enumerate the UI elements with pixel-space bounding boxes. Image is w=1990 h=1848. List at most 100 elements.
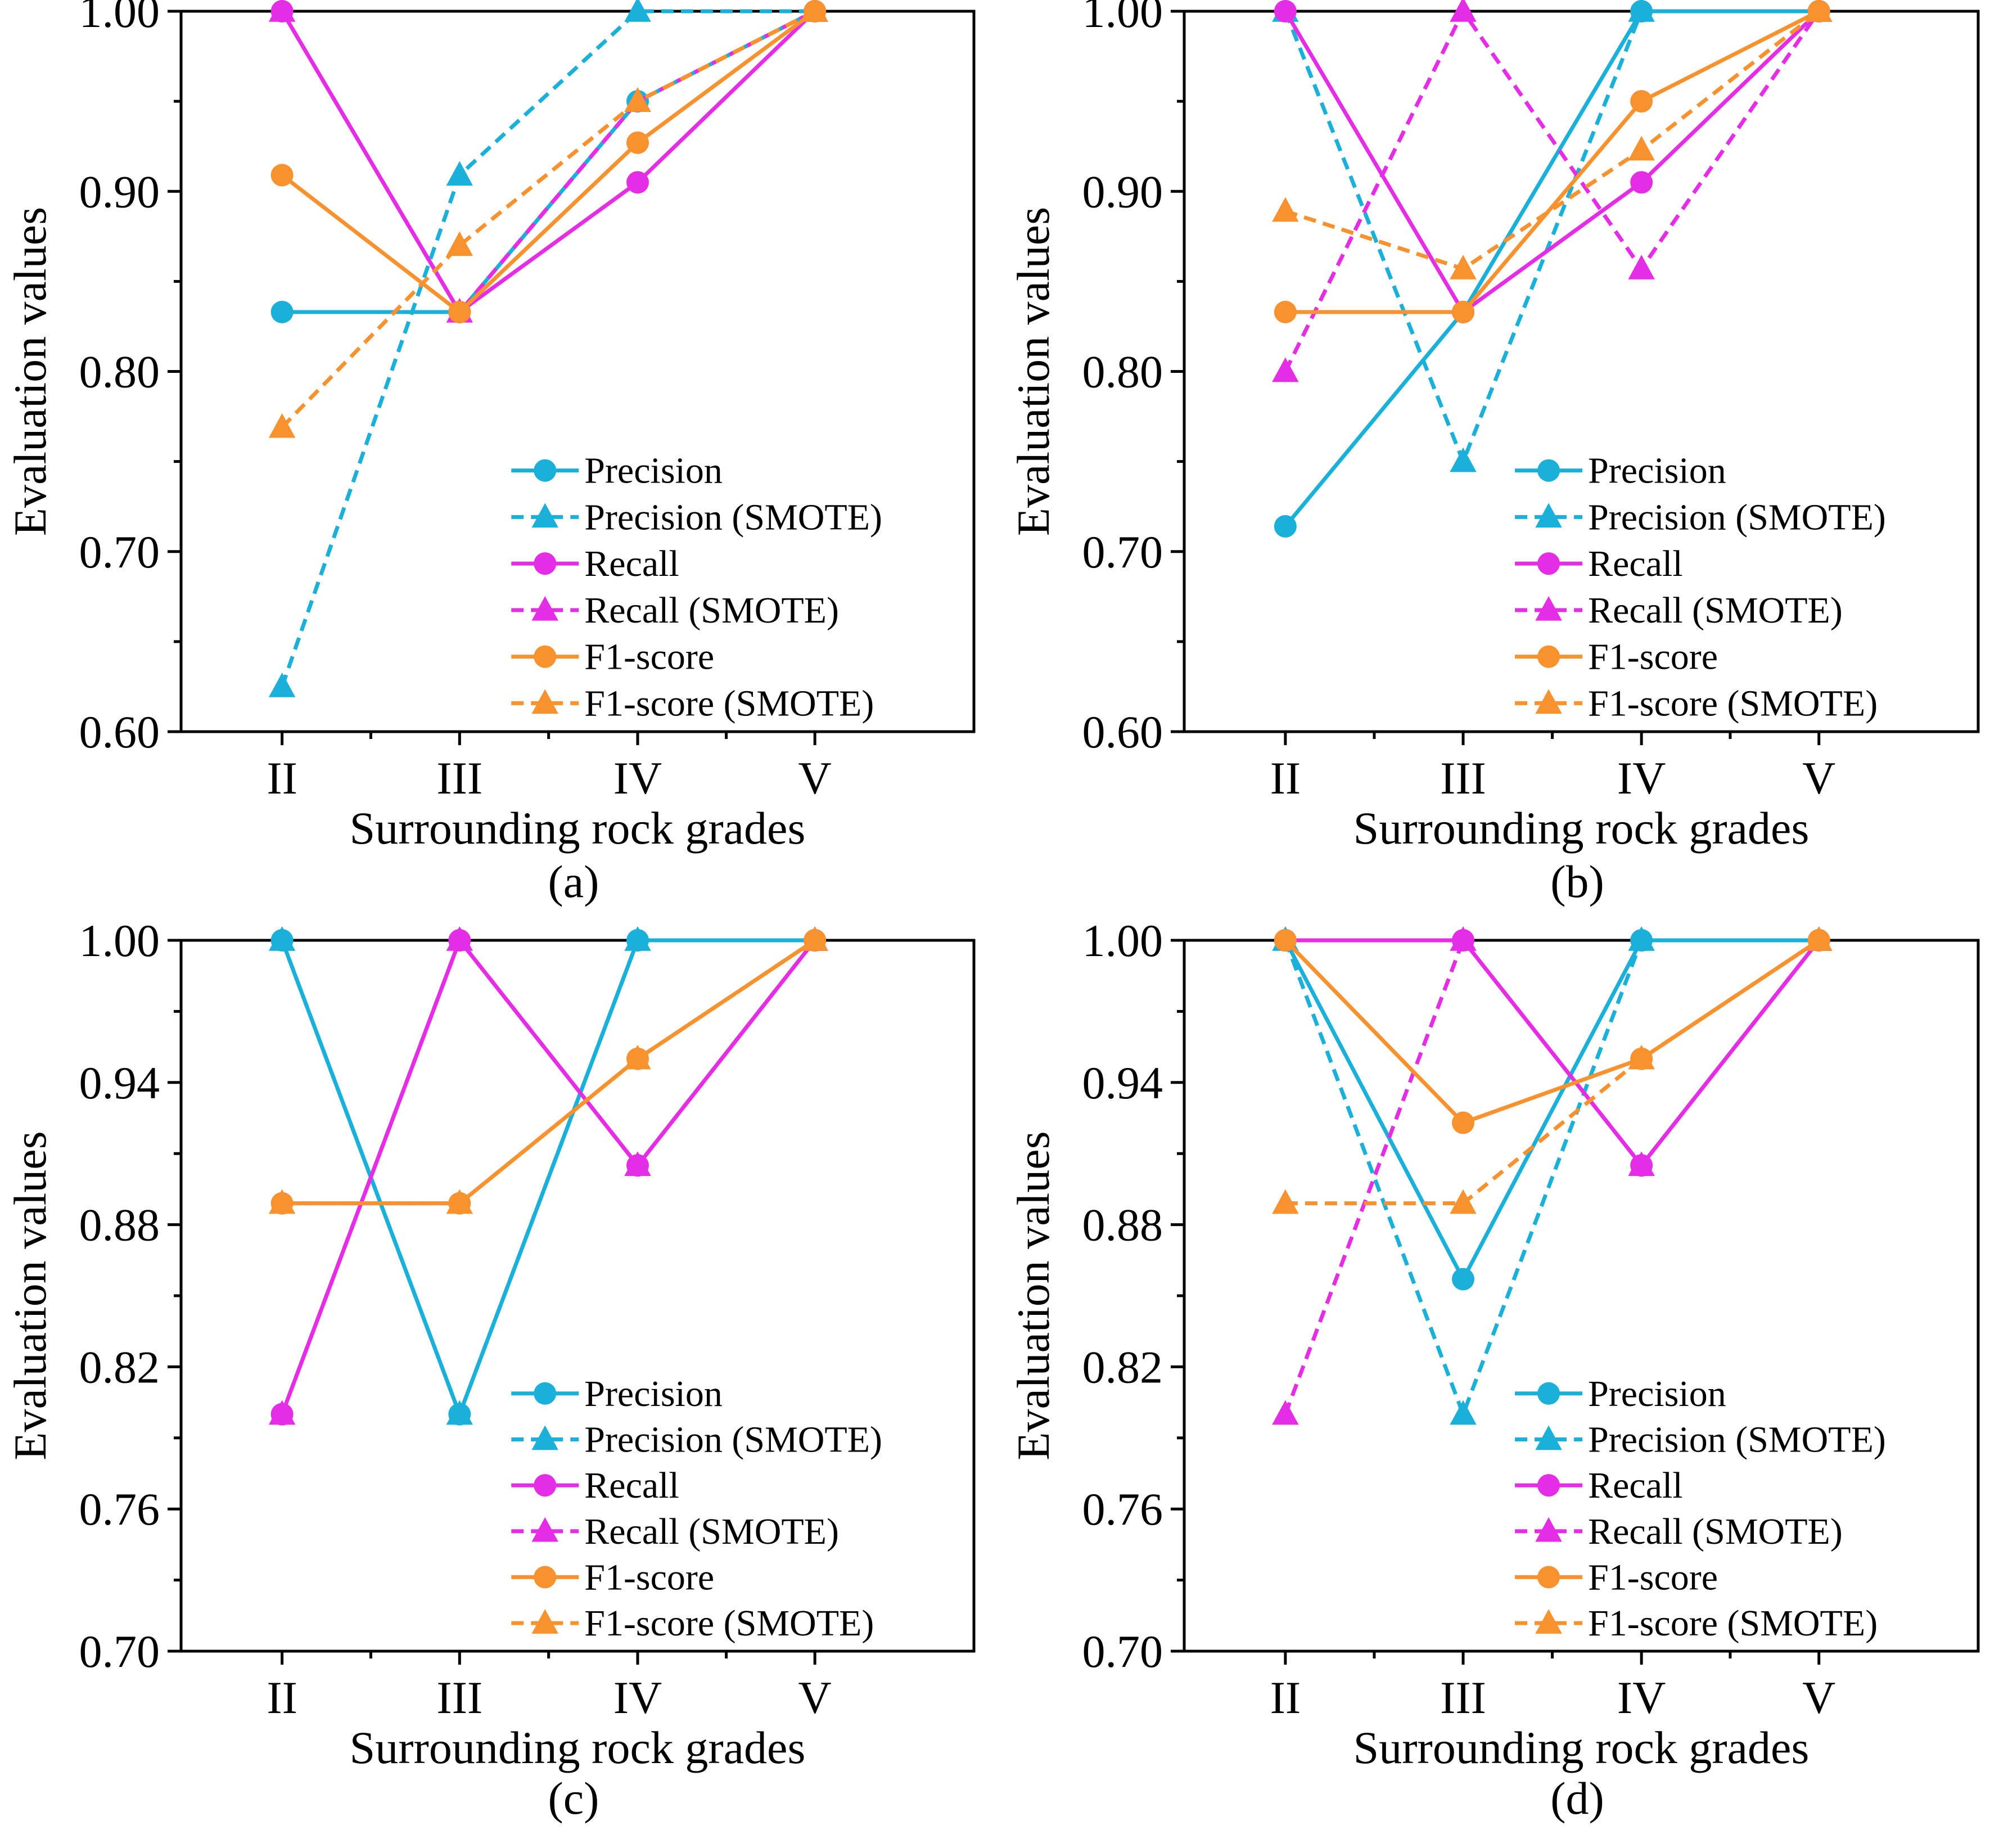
legend-swatch-marker	[531, 1609, 559, 1634]
y-tick-label: 0.60	[79, 706, 160, 758]
series-line	[280, 938, 815, 1417]
data-point	[268, 413, 296, 438]
data-point	[624, 1044, 651, 1070]
legend-swatch-marker	[1537, 1566, 1560, 1589]
legend-swatch-marker	[531, 503, 559, 528]
data-point	[1274, 929, 1297, 952]
x-tick-label: IV	[1617, 1672, 1666, 1723]
data-point	[1628, 0, 1655, 22]
data-point	[1272, 197, 1299, 222]
y-tick-label: 0.82	[1082, 1341, 1163, 1392]
data-point	[801, 0, 828, 22]
y-axis-title: Evaluation values	[1008, 1131, 1059, 1460]
data-point	[268, 926, 296, 951]
legend-label: Recall	[1588, 543, 1683, 584]
data-point	[1628, 136, 1655, 161]
y-tick-label: 0.90	[79, 166, 160, 217]
data-point	[1450, 254, 1477, 280]
series-recall-smote	[1272, 0, 1833, 382]
x-tick-label: III	[436, 1672, 482, 1723]
legend-label: F1-score (SMOTE)	[1588, 683, 1878, 724]
series-f1-score	[270, 929, 827, 1215]
legend-label: Precision	[1588, 1373, 1726, 1414]
data-point	[624, 926, 651, 951]
panel-caption: (c)	[548, 1773, 599, 1824]
legend-label: Recall (SMOTE)	[584, 1511, 839, 1552]
data-point	[1450, 1189, 1477, 1214]
legend-label: Recall (SMOTE)	[584, 590, 839, 631]
x-tick-label: II	[267, 752, 297, 804]
data-point	[1450, 0, 1477, 22]
x-axis-title: Surrounding rock grades	[1353, 1722, 1809, 1773]
y-tick-label: 0.94	[1082, 1057, 1163, 1108]
data-point	[270, 164, 294, 187]
series-recall-smote	[1272, 926, 1833, 1425]
legend-swatch-marker	[534, 645, 557, 668]
legend-swatch-marker	[1537, 1474, 1560, 1497]
legend-swatch-marker	[534, 459, 557, 482]
plot-frame	[179, 10, 976, 733]
data-point	[1630, 90, 1653, 113]
y-tick-label: 0.80	[1082, 346, 1163, 398]
y-tick-label: 1.00	[1082, 915, 1163, 966]
y-tick-label: 0.80	[79, 346, 160, 398]
series-line	[282, 939, 816, 1206]
series-line	[1285, 939, 1820, 1206]
plot-frame	[1183, 939, 1980, 1653]
x-tick-label: III	[1440, 1672, 1486, 1723]
legend-swatch-marker	[1535, 1517, 1562, 1542]
series-line	[1283, 938, 1819, 1282]
series-line	[1284, 9, 1819, 528]
y-tick-label: 0.70	[79, 1626, 160, 1677]
series-f1-score-smote	[1272, 0, 1833, 280]
legend-swatch-marker	[534, 1566, 557, 1589]
legend-label: F1-score	[584, 1557, 714, 1598]
data-point	[1628, 254, 1655, 280]
y-tick-label: 0.82	[79, 1341, 160, 1392]
data-point	[1452, 1268, 1475, 1291]
legend-label: F1-score	[1588, 1557, 1718, 1598]
y-axis-title: Evaluation values	[1008, 207, 1059, 536]
data-point	[270, 300, 294, 323]
data-point	[1450, 447, 1477, 472]
data-point	[1274, 300, 1297, 323]
data-point	[626, 131, 649, 154]
series-line	[282, 9, 816, 314]
legend-swatch-marker	[534, 1382, 557, 1405]
y-tick-label: 1.00	[79, 915, 160, 966]
legend-label: Recall (SMOTE)	[1588, 590, 1843, 631]
legend-swatch-marker	[1535, 503, 1562, 528]
data-point	[1628, 1044, 1655, 1070]
data-point	[1452, 300, 1475, 323]
legend: Precision Precision (SMOTE) Recall Recall (…	[511, 1373, 882, 1644]
y-tick-label: 1.00	[79, 0, 160, 37]
y-tick-label: 0.94	[79, 1057, 160, 1108]
legend-swatch-marker	[1537, 552, 1560, 575]
data-point	[801, 926, 828, 951]
x-axis-title: Surrounding rock grades	[350, 1722, 806, 1773]
x-tick-label: III	[1440, 752, 1486, 804]
legend-swatch-marker	[534, 1474, 557, 1497]
panel-caption: (a)	[548, 856, 599, 907]
series-line	[1284, 10, 1820, 271]
legend-label: F1-score (SMOTE)	[1588, 1603, 1878, 1644]
legend-label: Precision	[1588, 450, 1726, 492]
y-axis-title: Evaluation values	[4, 1131, 56, 1460]
series-line	[1283, 9, 1819, 464]
legend-swatch-marker	[531, 596, 559, 621]
legend-label: Recall	[1588, 1465, 1683, 1506]
data-point	[268, 1400, 296, 1425]
legend-swatch-marker	[1535, 1425, 1562, 1450]
series-line	[1283, 938, 1821, 1415]
legend-label: Precision (SMOTE)	[584, 1419, 882, 1460]
series-f1-score-smote	[1272, 926, 1833, 1214]
legend-label: Precision (SMOTE)	[1588, 1419, 1886, 1460]
y-tick-label: 0.88	[79, 1200, 160, 1251]
x-tick-label: II	[267, 1672, 297, 1723]
legend-label: Precision	[584, 450, 723, 492]
legend-label: F1-score	[1588, 637, 1718, 678]
legend: Precision Precision (SMOTE) Recall Recall (…	[1515, 450, 1886, 724]
legend-swatch-marker	[1535, 689, 1562, 714]
